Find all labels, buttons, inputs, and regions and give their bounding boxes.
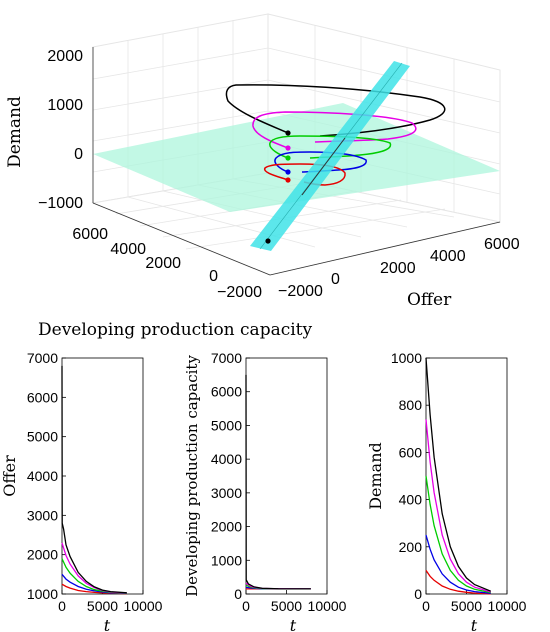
z-tick-label: 1000 bbox=[47, 97, 83, 114]
y-tick-label: 4000 bbox=[27, 468, 58, 484]
y-tick-label: 3000 bbox=[27, 507, 58, 523]
panel-offer-ylabel: Offer bbox=[0, 455, 19, 497]
x-tick-label: 0 bbox=[58, 598, 66, 614]
point-black bbox=[285, 130, 291, 136]
z-tick-label: 2000 bbox=[47, 48, 83, 65]
x-tick-labels: −2000 0 2000 4000 6000 bbox=[278, 236, 520, 300]
phase-portrait-3d: 2000 1000 0 −1000 6000 4000 2000 0 −2000… bbox=[5, 13, 520, 340]
y-tick-label: 2000 bbox=[27, 547, 58, 563]
panel-demand-ylabel: Demand bbox=[366, 442, 385, 510]
y-axis-line bbox=[92, 202, 271, 276]
point-lower bbox=[265, 238, 271, 244]
panel-offer: 7000 6000 5000 4000 3000 2000 10000 5000 10000 O… bbox=[0, 350, 163, 632]
initial-points bbox=[265, 130, 291, 244]
x-tick-label: 6000 bbox=[484, 236, 520, 253]
z-axis-title: Demand bbox=[5, 96, 25, 168]
z-tick-label: 0 bbox=[74, 146, 83, 163]
x-tick-label: 2000 bbox=[380, 260, 416, 277]
panel-offer-frame bbox=[61, 357, 144, 595]
x-tick-label: 4000 bbox=[430, 248, 466, 265]
y-tick-label: 4000 bbox=[211, 451, 242, 467]
y-tick-label: 6000 bbox=[27, 389, 58, 405]
point-red bbox=[285, 177, 291, 183]
y-tick-label: −2000 bbox=[217, 284, 262, 301]
y-tick-label: 6000 bbox=[72, 226, 108, 243]
y-tick-label: 1000 bbox=[27, 586, 58, 602]
panel-capacity-frame bbox=[245, 357, 328, 595]
y-tick-label: 5000 bbox=[27, 429, 58, 445]
x-axis-title: Offer bbox=[407, 290, 452, 310]
z-tick-labels: 2000 1000 0 −1000 bbox=[38, 48, 83, 212]
y-tick-label: 4000 bbox=[110, 241, 146, 258]
x-tick-label: −2000 bbox=[278, 283, 323, 300]
x-tick-label: 10000 bbox=[124, 598, 163, 614]
y-tick-label: 400 bbox=[399, 492, 423, 508]
y-tick-label: 6000 bbox=[211, 384, 242, 400]
panel-capacity-xlabel: t bbox=[290, 616, 297, 632]
point-green bbox=[285, 155, 291, 161]
y-tick-label: 5000 bbox=[211, 417, 242, 433]
y-tick-label: 2000 bbox=[211, 519, 242, 535]
x-axis-line bbox=[269, 221, 501, 276]
x-tick-label: 5000 bbox=[271, 598, 302, 614]
panel-demand-frame bbox=[425, 357, 508, 595]
series-line bbox=[425, 570, 491, 595]
x-tick-label: 5000 bbox=[451, 598, 482, 614]
series-line bbox=[425, 534, 491, 594]
y-tick-label: 7000 bbox=[27, 350, 58, 366]
point-magenta bbox=[285, 145, 291, 151]
y-tick-label: 1000 bbox=[211, 552, 242, 568]
series-line bbox=[425, 475, 491, 594]
y-tick-label: 800 bbox=[399, 397, 423, 413]
trajectory-black bbox=[225, 84, 446, 137]
equilibrium-line-plane bbox=[250, 61, 410, 251]
equilibrium-trace-dark bbox=[301, 137, 346, 196]
x-tick-label: 0 bbox=[331, 271, 340, 288]
y-tick-label: 3000 bbox=[211, 485, 242, 501]
z-tick-label: −1000 bbox=[38, 195, 83, 212]
x-tick-label: 0 bbox=[242, 598, 250, 614]
point-blue bbox=[285, 169, 291, 175]
y-tick-label: 1000 bbox=[391, 350, 422, 366]
x-tick-label: 0 bbox=[422, 598, 430, 614]
y-tick-label: 600 bbox=[399, 444, 423, 460]
y-tick-label: 0 bbox=[234, 586, 242, 602]
panel-capacity-ylabel: Developing production capacity bbox=[183, 355, 201, 597]
x-tick-label: 10000 bbox=[488, 598, 527, 614]
panel-demand: 1000 800 600 400 200 00 5000 10000 Demand t bbox=[366, 350, 527, 632]
y-tick-label: 200 bbox=[399, 539, 423, 555]
x-tick-label: 5000 bbox=[87, 598, 118, 614]
y-tick-label: 0 bbox=[209, 268, 218, 285]
series-line bbox=[61, 365, 127, 594]
y-tick-label: 0 bbox=[414, 586, 422, 602]
panel-demand-xlabel: t bbox=[471, 616, 478, 632]
y-tick-labels: 6000 4000 2000 0 −2000 bbox=[72, 226, 262, 301]
series-line bbox=[245, 374, 311, 590]
panel-offer-xlabel: t bbox=[104, 616, 111, 632]
demand-zero-plane bbox=[93, 103, 500, 212]
y-tick-label: 2000 bbox=[145, 255, 181, 272]
series-line bbox=[425, 419, 491, 593]
series-line bbox=[425, 357, 492, 592]
y-axis-title: Developing production capacity bbox=[38, 320, 312, 340]
x-tick-label: 10000 bbox=[308, 598, 347, 614]
y-tick-label: 7000 bbox=[211, 350, 242, 366]
